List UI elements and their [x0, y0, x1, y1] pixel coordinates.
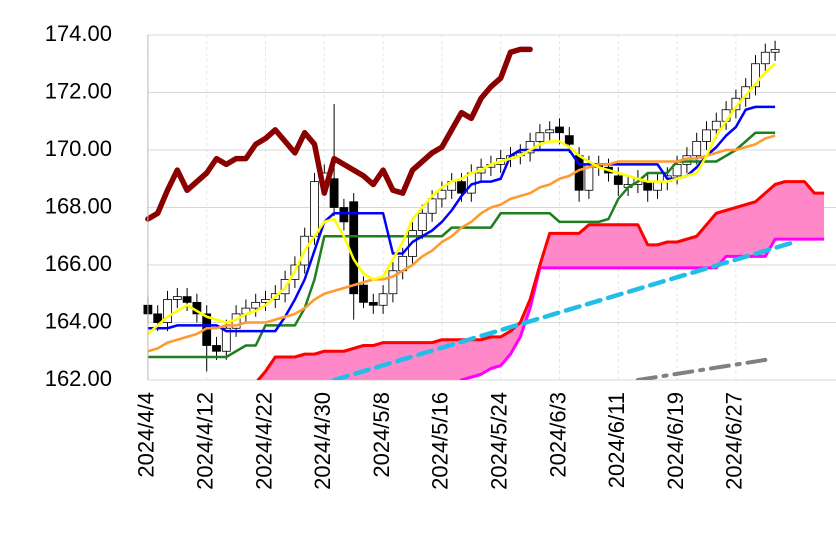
- y-tick-label: 174.00: [45, 21, 112, 46]
- candle-body: [251, 301, 261, 309]
- y-tick-label: 162.00: [45, 366, 112, 391]
- candle-body: [182, 296, 192, 303]
- candle-body: [359, 284, 368, 303]
- candle-body: [153, 313, 163, 323]
- candle-body: [564, 135, 574, 145]
- candle-body: [770, 48, 780, 53]
- y-tick-label: 168.00: [45, 193, 112, 218]
- x-tick-label: 2024/6/11: [604, 392, 629, 488]
- line: [147, 62, 776, 335]
- candle-body: [653, 181, 662, 191]
- x-tick-label: 2024/4/30: [310, 392, 335, 490]
- x-tick-label: 2024/6/19: [663, 392, 688, 490]
- candle-body: [545, 129, 555, 134]
- y-tick-label: 170.00: [45, 136, 112, 161]
- line: [147, 105, 776, 333]
- candle-body: [378, 293, 388, 306]
- y-tick-label: 166.00: [45, 251, 112, 276]
- plot-area: [143, 40, 825, 380]
- x-tick-label: 2024/4/12: [193, 392, 218, 490]
- line: [145, 46, 533, 222]
- y-tick-label: 164.00: [45, 308, 112, 333]
- candle-body: [329, 178, 339, 208]
- candle-body: [172, 296, 182, 300]
- x-tick-label: 2024/6/27: [722, 392, 747, 490]
- candle-body: [163, 299, 172, 323]
- candle-body: [643, 181, 653, 191]
- x-tick-label: 2024/4/22: [251, 392, 276, 490]
- candle-body: [702, 129, 711, 142]
- candle-body: [212, 345, 221, 352]
- candle-body: [672, 163, 682, 177]
- candle-body: [339, 207, 349, 223]
- candle-body: [368, 301, 378, 306]
- candle-body: [613, 175, 623, 185]
- candle-body: [692, 140, 702, 157]
- axes-layer: 162.00 164.00 166.00 168.00 170.00 172.00 174.…: [45, 21, 747, 490]
- candle-body: [535, 132, 545, 142]
- x-tick-label: 2024/5/16: [428, 392, 453, 490]
- x-tick-label: 2024/6/3: [545, 392, 570, 478]
- trend-line: [635, 357, 768, 380]
- trend-line: [331, 239, 797, 380]
- x-tick-label: 2024/5/8: [369, 392, 394, 478]
- candle-body: [457, 181, 466, 194]
- cloud: [258, 181, 825, 380]
- x-tick-label: 2024/4/4: [134, 392, 159, 478]
- candle-body: [751, 63, 760, 88]
- candle-body: [555, 126, 564, 134]
- line: [147, 134, 776, 353]
- candle-body: [427, 198, 437, 214]
- candle-body: [711, 120, 721, 131]
- candle-body: [221, 327, 231, 352]
- candle-body: [310, 181, 319, 237]
- candle-body: [349, 201, 359, 295]
- y-tick-label: 172.00: [45, 78, 112, 103]
- candle-body: [437, 189, 447, 200]
- candle-body: [388, 270, 398, 295]
- line: [256, 180, 825, 380]
- candle-body: [760, 51, 770, 65]
- candle-body: [417, 212, 427, 231]
- x-tick-label: 2024/5/24: [487, 392, 512, 490]
